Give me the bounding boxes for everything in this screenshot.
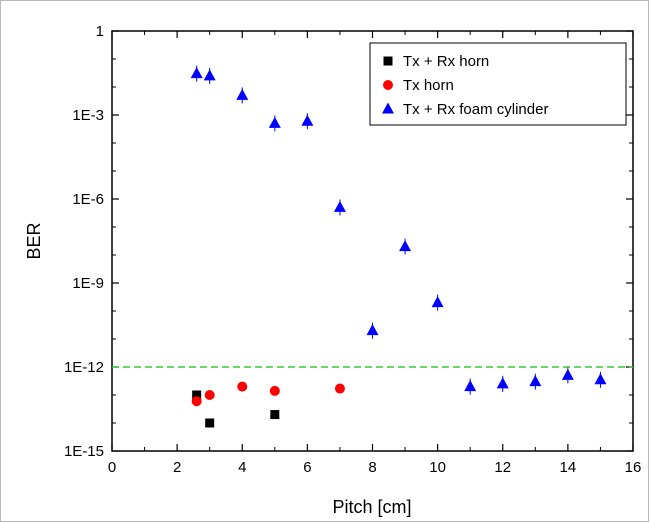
legend-marker-2 xyxy=(383,80,393,90)
data-point-series-2 xyxy=(237,381,248,392)
y-tick-label: 1E-15 xyxy=(64,443,104,460)
data-point-series-2 xyxy=(334,383,345,394)
data-point-series-3 xyxy=(301,114,314,126)
x-axis-title: Pitch [cm] xyxy=(332,497,411,517)
x-tick-label: 14 xyxy=(560,459,577,476)
x-tick-label: 16 xyxy=(625,459,642,476)
y-tick-label: 1E-9 xyxy=(72,275,104,292)
y-tick-label: 1E-6 xyxy=(72,191,104,208)
data-point-series-3 xyxy=(529,375,542,387)
data-point-series-3 xyxy=(333,200,346,212)
legend-label-2: Tx horn xyxy=(403,77,454,94)
data-point-series-2 xyxy=(191,396,202,407)
data-point-series-1 xyxy=(270,410,280,420)
legend-box xyxy=(369,42,627,126)
data-point-series-3 xyxy=(399,240,412,252)
data-point-series-3 xyxy=(268,116,281,128)
legend-label-1: Tx + Rx horn xyxy=(403,53,489,70)
data-point-series-2 xyxy=(204,390,215,400)
data-point-series-1 xyxy=(192,390,202,400)
x-tick-label: 8 xyxy=(368,459,376,476)
data-point-series-2 xyxy=(269,385,280,396)
data-point-series-3 xyxy=(464,380,477,392)
data-point-series-3 xyxy=(190,67,203,79)
axis-ticks: 0 2 4 6 8 10 12 14 16 1E-15 1E-12 1E-9 1E-6 1E-3 1 xyxy=(64,23,641,476)
x-tick-label: 6 xyxy=(303,459,311,476)
data-point-series-1 xyxy=(205,418,215,428)
y-axis-title: BER xyxy=(24,222,44,259)
x-tick-label: 0 xyxy=(108,459,116,476)
data-point-series-3 xyxy=(203,69,216,81)
legend-marker-1 xyxy=(383,56,393,66)
data-point-series-3 xyxy=(594,373,607,385)
data-point-series-3 xyxy=(561,368,574,380)
x-tick-label: 2 xyxy=(173,459,181,476)
x-tick-label: 4 xyxy=(238,459,246,476)
legend: Tx + Rx horn Tx horn Tx + Rx foam cylinder xyxy=(369,42,627,126)
legend-marker-3 xyxy=(382,102,394,114)
y-tick-label: 1E-12 xyxy=(64,359,104,376)
data-point-series-3 xyxy=(366,324,379,336)
data-point-series-3 xyxy=(236,88,249,100)
legend-items: Tx + Rx horn Tx horn Tx + Rx foam cylinder xyxy=(382,53,548,118)
data-point-series-3 xyxy=(431,296,444,308)
data-point-series-3 xyxy=(496,377,509,389)
y-tick-label: 1 xyxy=(96,23,104,40)
x-tick-label: 12 xyxy=(494,459,511,476)
x-tick-label: 10 xyxy=(429,459,446,476)
y-tick-label: 1E-3 xyxy=(72,107,104,124)
data-points xyxy=(190,65,607,428)
legend-label-3: Tx + Rx foam cylinder xyxy=(403,101,548,118)
